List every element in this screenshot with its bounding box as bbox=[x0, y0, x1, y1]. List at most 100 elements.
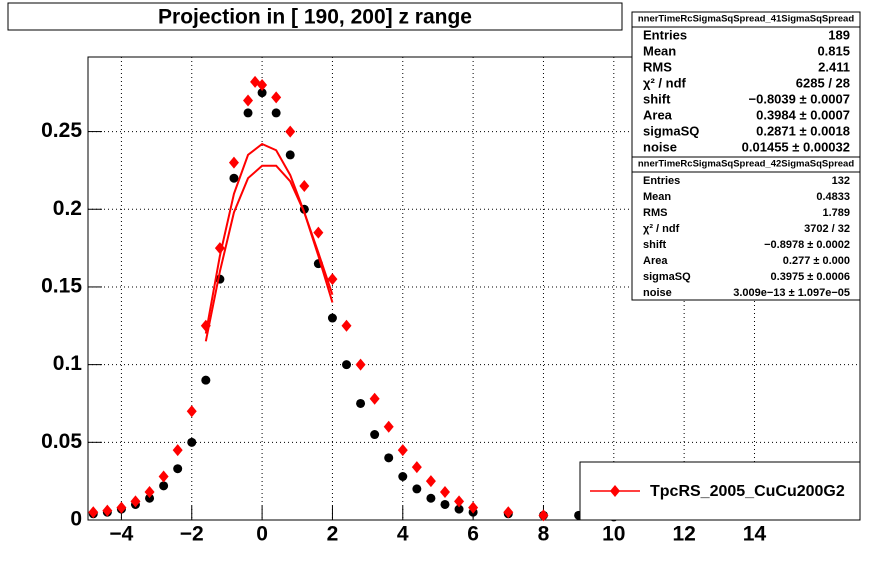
x-tick-label: 6 bbox=[467, 523, 479, 546]
stats-label: RMS bbox=[643, 207, 667, 219]
data-point bbox=[398, 471, 408, 481]
data-point bbox=[201, 375, 211, 385]
data-point bbox=[271, 91, 282, 104]
stats-value: 0.3975 ± 0.0006 bbox=[771, 271, 850, 283]
data-point bbox=[411, 461, 422, 474]
data-point bbox=[186, 405, 197, 418]
data-point bbox=[243, 94, 254, 107]
stats-value: −0.8039 ± 0.0007 bbox=[749, 91, 850, 106]
legend-label: TpcRS_2005_CuCu200G2 bbox=[650, 483, 845, 500]
data-point bbox=[173, 464, 183, 474]
stats-value: 3.009e−13 ± 1.097e−05 bbox=[733, 287, 850, 299]
data-point bbox=[355, 358, 366, 371]
chart-title: Projection in [ 190, 200] z range bbox=[158, 6, 472, 29]
stats-value: 2.411 bbox=[818, 59, 850, 74]
stats-value: 0.2871 ± 0.0018 bbox=[756, 123, 850, 138]
data-point bbox=[229, 173, 239, 183]
x-tick-label: 12 bbox=[672, 523, 695, 546]
data-point bbox=[440, 499, 450, 509]
data-point bbox=[88, 506, 99, 519]
stats-label: Entries bbox=[643, 175, 680, 187]
x-tick-label: 8 bbox=[538, 523, 550, 546]
stats-value: 0.4833 bbox=[816, 191, 850, 203]
stats-value: −0.8978 ± 0.0002 bbox=[764, 239, 850, 251]
stats-label: Mean bbox=[643, 43, 676, 58]
x-tick-label: −4 bbox=[109, 523, 133, 546]
data-point bbox=[425, 475, 436, 488]
stats-label: shift bbox=[643, 91, 671, 106]
stats-value: 3702 / 32 bbox=[804, 223, 850, 235]
data-point bbox=[130, 495, 141, 508]
data-point bbox=[327, 313, 337, 323]
data-point bbox=[468, 501, 479, 514]
stats-label: Area bbox=[643, 255, 668, 267]
stats-label: Area bbox=[643, 107, 673, 122]
y-tick-label: 0.1 bbox=[53, 352, 83, 375]
data-point bbox=[271, 108, 281, 118]
data-point bbox=[538, 509, 549, 522]
data-point bbox=[102, 504, 113, 517]
stats-label: noise bbox=[643, 139, 677, 154]
data-point bbox=[159, 481, 169, 491]
data-point bbox=[243, 108, 253, 118]
x-tick-label: −2 bbox=[180, 523, 204, 546]
x-tick-label: 14 bbox=[743, 523, 767, 546]
stats-label: χ² / ndf bbox=[643, 75, 687, 90]
y-tick-label: 0 bbox=[70, 508, 82, 531]
data-point bbox=[412, 484, 422, 494]
data-point bbox=[285, 150, 295, 160]
data-point bbox=[313, 226, 324, 239]
stats-value: 189 bbox=[828, 27, 850, 42]
data-point bbox=[454, 495, 465, 508]
data-point bbox=[439, 486, 450, 499]
data-point bbox=[341, 319, 352, 332]
stats-label: RMS bbox=[643, 59, 672, 74]
data-point bbox=[299, 179, 310, 192]
legend-marker bbox=[610, 485, 620, 497]
stats-label: χ² / ndf bbox=[643, 223, 680, 235]
data-point bbox=[144, 486, 155, 499]
data-point bbox=[383, 420, 394, 433]
data-point bbox=[158, 470, 169, 483]
data-point bbox=[370, 430, 380, 440]
data-point bbox=[257, 88, 267, 98]
data-point bbox=[503, 506, 514, 519]
y-tick-label: 0.15 bbox=[41, 274, 82, 297]
data-point bbox=[356, 398, 366, 408]
x-tick-label: 2 bbox=[327, 523, 339, 546]
data-point bbox=[187, 437, 197, 447]
stats-value: 1.789 bbox=[822, 207, 850, 219]
stats-label: shift bbox=[643, 239, 667, 251]
data-point bbox=[257, 78, 268, 91]
data-point bbox=[172, 444, 183, 457]
stats-label: Entries bbox=[643, 27, 687, 42]
stats-label: noise bbox=[643, 287, 672, 299]
stats-box bbox=[631, 11, 861, 158]
stats-value: 6285 / 28 bbox=[796, 75, 850, 90]
stats-label: sigmaSQ bbox=[643, 271, 691, 283]
data-point bbox=[342, 360, 352, 370]
stats-title: nnerTimeRcSigmaSqSpread_41SigmaSqSpread bbox=[638, 14, 854, 25]
data-point bbox=[285, 125, 296, 138]
data-point bbox=[384, 453, 394, 463]
stats-label: Mean bbox=[643, 191, 671, 203]
data-point bbox=[454, 504, 464, 514]
x-tick-label: 10 bbox=[602, 523, 625, 546]
stats-value: 132 bbox=[832, 175, 850, 187]
y-tick-label: 0.25 bbox=[41, 119, 82, 142]
data-point bbox=[397, 444, 408, 457]
stats-value: 0.277 ± 0.000 bbox=[783, 255, 850, 267]
data-point bbox=[145, 493, 155, 503]
data-point bbox=[327, 273, 338, 286]
stats-title: nnerTimeRcSigmaSqSpread_42SigmaSqSpread bbox=[638, 159, 854, 170]
stats-label: sigmaSQ bbox=[643, 123, 699, 138]
data-point bbox=[369, 392, 380, 405]
x-tick-label: 0 bbox=[256, 523, 268, 546]
data-point bbox=[228, 156, 239, 169]
y-tick-label: 0.05 bbox=[41, 430, 82, 453]
title-box bbox=[7, 2, 623, 31]
stats-box bbox=[631, 156, 861, 301]
data-point bbox=[116, 501, 127, 514]
